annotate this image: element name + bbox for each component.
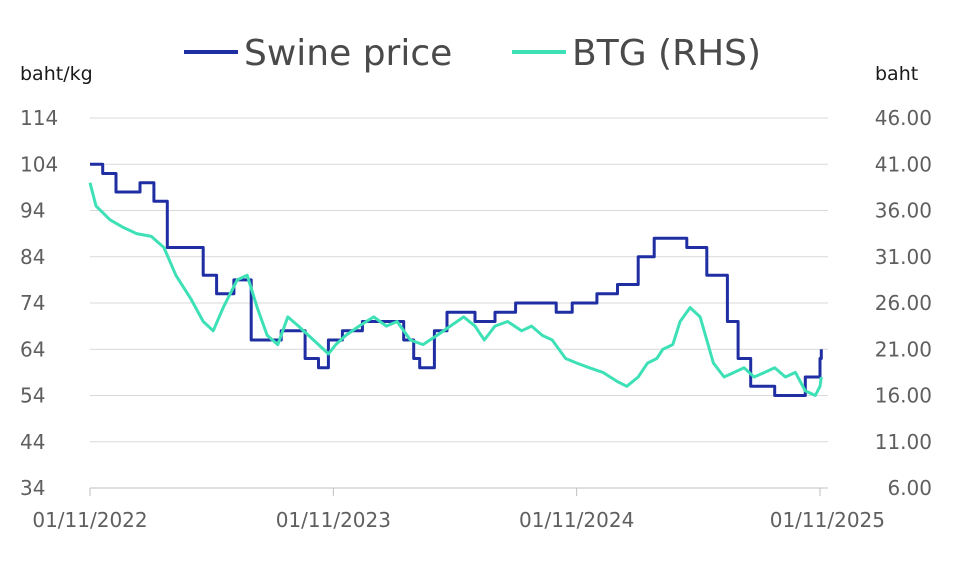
right-tick-label: 21.00 <box>875 337 932 361</box>
right-tick-label: 11.00 <box>875 430 932 454</box>
left-tick-label: 104 <box>20 152 58 176</box>
left-tick-label: 114 <box>20 106 58 130</box>
series-line-swine-price <box>90 162 823 397</box>
left-tick-label: 94 <box>20 199 45 223</box>
x-tick-label: 01/11/2023 <box>276 508 391 532</box>
gridlines <box>90 117 828 489</box>
right-tick-label: 36.00 <box>875 199 932 223</box>
series-lines <box>88 162 823 397</box>
left-tick-label: 34 <box>20 476 45 500</box>
right-tick-label: 26.00 <box>875 291 932 315</box>
axes: 114 46.00 104 41.00 94 36.00 84 31.00 74 26.00 64 2… <box>20 106 932 532</box>
x-tick-label: 01/11/2025 <box>770 508 885 532</box>
x-tick-label: 01/11/2024 <box>519 508 634 532</box>
right-axis-unit-label: baht <box>875 63 918 85</box>
right-tick-label: 46.00 <box>875 106 932 130</box>
right-tick-label: 41.00 <box>875 152 932 176</box>
right-tick-label: 31.00 <box>875 245 932 269</box>
right-tick-label: 16.00 <box>875 384 932 408</box>
x-tick-label: 01/11/2022 <box>32 508 147 532</box>
left-tick-label: 64 <box>20 337 45 361</box>
series-line-btg <box>88 182 823 397</box>
right-tick-label: 6.00 <box>887 476 932 500</box>
left-axis-unit-label: baht/kg <box>20 63 93 85</box>
legend: Swine price BTG (RHS) <box>184 33 761 74</box>
legend-label-swine-price: Swine price <box>244 33 452 74</box>
legend-label-btg: BTG (RHS) <box>572 33 761 74</box>
left-tick-label: 54 <box>20 384 45 408</box>
left-tick-label: 44 <box>20 430 45 454</box>
left-tick-label: 84 <box>20 245 45 269</box>
left-tick-label: 74 <box>20 291 45 315</box>
